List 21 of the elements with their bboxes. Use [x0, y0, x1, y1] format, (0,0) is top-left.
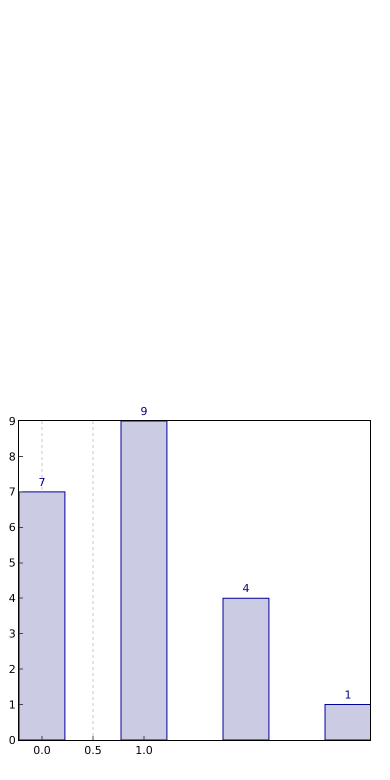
bar: [19, 491, 66, 740]
y-tick-label: 8: [8, 450, 16, 464]
bar: [222, 598, 270, 740]
data-label: 9: [140, 405, 148, 418]
y-tick-label: 1: [8, 698, 16, 712]
x-tick-label: 1.0: [135, 744, 153, 758]
bar: [324, 704, 370, 740]
data-label: 1: [344, 688, 352, 702]
x-tick-label: 0.5: [84, 744, 102, 758]
x-tick-label: 0.0: [33, 744, 51, 758]
data-label: 7: [38, 476, 46, 489]
y-tick-label: 3: [8, 628, 16, 641]
y-tick-label: 7: [8, 486, 16, 499]
y-tick-label: 4: [8, 592, 16, 606]
y-tick-label: 6: [8, 521, 16, 534]
y-tick-label: 0: [8, 734, 16, 747]
data-label: 4: [242, 582, 250, 596]
y-tick-label: 9: [8, 414, 16, 428]
y-tick-label: 2: [8, 662, 16, 676]
y-tick-label: 5: [8, 556, 16, 570]
bar: [120, 421, 168, 740]
